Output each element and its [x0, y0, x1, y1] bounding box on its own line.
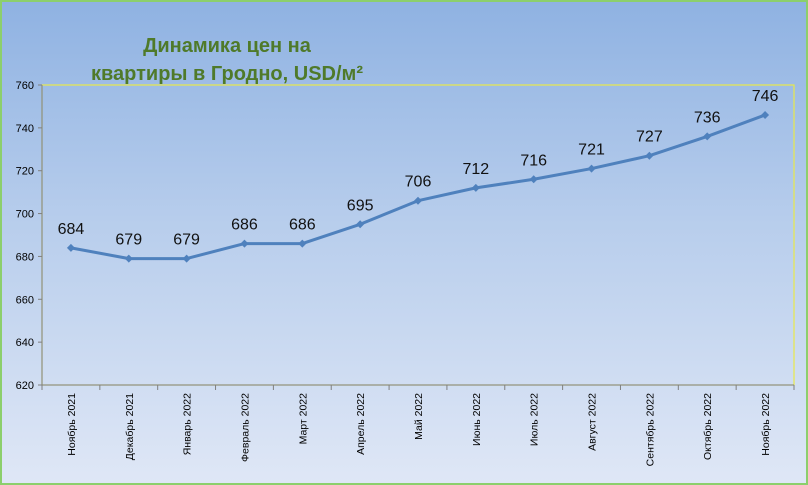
- y-tick-label: 640: [16, 337, 34, 349]
- data-label: 746: [752, 88, 779, 105]
- data-label: 706: [405, 174, 432, 191]
- x-tick-label: Октябрь 2022: [702, 393, 714, 460]
- series-line: 684 679 679 686 686 695 706 712 716 721 727 736 746: [58, 88, 779, 263]
- y-tick-label: 700: [16, 209, 34, 221]
- x-tick-label: Январь 2022: [182, 393, 194, 455]
- data-label: 721: [578, 142, 605, 159]
- data-point: [529, 175, 538, 184]
- data-label: 736: [694, 109, 721, 126]
- x-tick-label: Февраль 2022: [239, 393, 251, 462]
- x-tick-label: Апрель 2022: [355, 393, 367, 455]
- x-tick-label: Май 2022: [413, 393, 425, 440]
- data-label: 686: [289, 217, 316, 234]
- data-point: [761, 111, 770, 119]
- y-tick-label: 740: [16, 123, 34, 135]
- chart-title-line2: квартиры в Гродно, USD/м²: [90, 63, 363, 85]
- x-tick-label: Ноябрь 2022: [760, 393, 772, 456]
- y-tick-label: 720: [16, 166, 34, 178]
- x-tick-label: Июнь 2022: [471, 393, 483, 446]
- data-label: 679: [173, 232, 200, 249]
- data-label: 695: [347, 197, 374, 214]
- x-tick-label: Август 2022: [587, 393, 599, 451]
- axes: 620 640 660 680 700 720 740 760 Ноябрь 2021 Декаб…: [16, 80, 795, 466]
- data-point: [414, 196, 422, 205]
- chart-title-line1: Динамика цен на: [143, 35, 311, 57]
- data-point: [587, 164, 596, 173]
- y-tick-label: 660: [16, 294, 34, 306]
- data-point: [298, 239, 307, 248]
- data-point: [703, 132, 712, 141]
- data-point: [124, 254, 133, 263]
- data-point: [66, 243, 75, 252]
- x-tick-label: Декабрь 2021: [124, 393, 136, 460]
- data-label: 712: [462, 161, 489, 178]
- y-tick-label: 620: [16, 380, 34, 392]
- chart-title: Динамика цен на квартиры в Гродно, USD/м…: [62, 32, 392, 88]
- data-point: [356, 220, 365, 229]
- data-point: [645, 151, 654, 160]
- y-tick-label: 680: [16, 251, 34, 263]
- data-label: 727: [636, 129, 663, 146]
- x-tick-label: Март 2022: [297, 393, 309, 445]
- data-label: 684: [58, 221, 85, 238]
- data-label: 686: [231, 217, 258, 234]
- x-tick-label: Сентябрь 2022: [644, 393, 656, 466]
- data-label: 716: [520, 152, 547, 169]
- data-point: [182, 254, 191, 263]
- y-tick-label: 760: [16, 80, 34, 92]
- data-point: [240, 239, 249, 248]
- plot-area: [41, 84, 795, 386]
- x-tick-label: Июль 2022: [529, 393, 541, 446]
- data-point: [471, 183, 480, 192]
- x-tick-label: Ноябрь 2021: [66, 393, 78, 456]
- data-label: 679: [115, 232, 142, 249]
